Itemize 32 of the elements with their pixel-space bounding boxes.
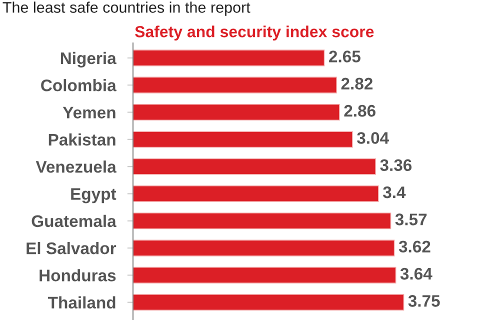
y-tick-label: Honduras <box>40 269 116 282</box>
bar <box>133 240 395 256</box>
bar <box>133 50 325 66</box>
bar <box>133 185 379 202</box>
data-label: 2.65 <box>329 50 360 62</box>
y-tick-label: Egypt <box>71 188 116 204</box>
y-tick-label: Nigeria <box>60 52 116 68</box>
bar <box>133 294 404 311</box>
y-tick-label: Yemen <box>62 106 116 118</box>
y-tick-label: El Salvador <box>26 242 116 254</box>
y-tick-label: Venezuela <box>36 160 116 173</box>
bar <box>133 158 376 175</box>
data-label: 3.64 <box>400 268 432 280</box>
chart-title: The least safe countries in the report <box>2 2 250 16</box>
data-label: 3.4 <box>383 186 406 198</box>
bar <box>133 104 340 121</box>
chart-subtitle: Safety and security index score <box>135 26 374 40</box>
y-tick-label: Colombia <box>41 79 116 92</box>
y-tick-label: Guatemala <box>32 214 116 228</box>
data-label: 3.62 <box>398 240 430 253</box>
data-label: 3.57 <box>395 214 427 226</box>
y-tick-label: Pakistan <box>48 133 116 146</box>
data-label: 3.75 <box>408 295 440 307</box>
y-tick-label: Thailand <box>48 296 116 309</box>
bar <box>133 131 353 148</box>
data-label: 3.04 <box>357 132 389 144</box>
bar <box>133 266 396 284</box>
data-label: 3.36 <box>380 159 412 172</box>
bar <box>133 212 392 230</box>
bar <box>133 76 337 94</box>
data-label: 2.82 <box>341 78 373 90</box>
data-label: 2.86 <box>344 104 376 117</box>
